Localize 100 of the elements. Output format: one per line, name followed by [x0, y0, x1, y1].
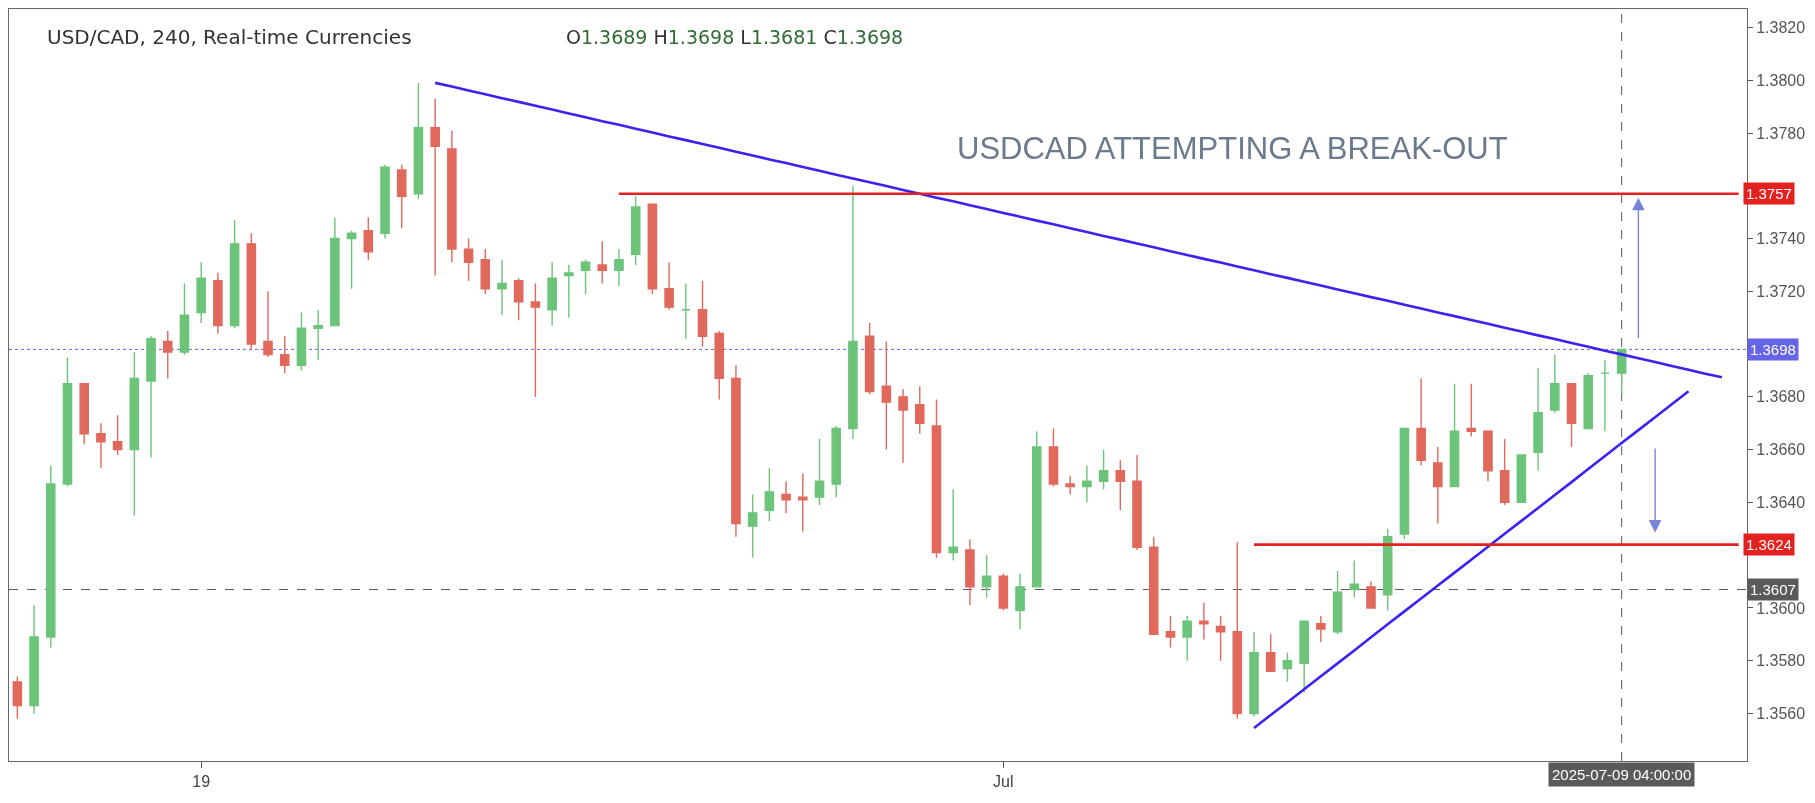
candlestick — [196, 261, 206, 324]
candlestick — [530, 282, 541, 398]
ref-line-label: 1.3607 — [1750, 581, 1796, 598]
y-tick-label: 1.3640 — [1756, 494, 1806, 512]
candlestick — [1265, 633, 1276, 672]
candlestick — [614, 248, 624, 287]
candlestick — [1533, 367, 1543, 472]
candlestick — [1132, 454, 1142, 551]
candlestick — [146, 335, 156, 459]
candlestick — [1516, 454, 1527, 504]
candlestick — [1182, 615, 1192, 662]
candlestick — [1232, 541, 1243, 720]
candlestick — [430, 98, 440, 277]
candlestick — [965, 538, 975, 607]
y-tick-label: 1.3660 — [1756, 441, 1806, 459]
candlestick — [1483, 430, 1493, 483]
candlestick — [998, 572, 1009, 612]
data-label: 1.3757 — [1746, 185, 1792, 202]
candlestick — [29, 604, 39, 715]
candlestick — [447, 129, 457, 264]
candlestick — [1115, 459, 1126, 512]
candlestick — [1082, 464, 1092, 504]
candlestick — [798, 472, 808, 533]
candlestick — [279, 335, 290, 374]
candlestick — [179, 282, 190, 356]
y-tick-label: 1.3560 — [1756, 705, 1806, 723]
candlestick — [1433, 446, 1443, 525]
candlestick — [814, 438, 825, 506]
candlestick — [1416, 377, 1426, 467]
line-series — [1252, 390, 1690, 730]
x-tick-label: Jul — [993, 773, 1014, 791]
x-tick-label: 19 — [192, 773, 211, 791]
y-tick-label: 1.3820 — [1756, 19, 1806, 37]
candlestick — [1098, 448, 1109, 490]
y-tick-label: 1.3600 — [1756, 599, 1806, 617]
candlestick — [112, 414, 123, 456]
candlestick — [1148, 536, 1159, 636]
candlestick — [981, 554, 992, 599]
candlestick — [1316, 615, 1326, 643]
candlestick — [831, 425, 842, 498]
candlestick — [346, 229, 357, 290]
candlestick — [647, 203, 658, 295]
candlestick — [229, 219, 240, 329]
candlestick — [547, 261, 557, 327]
candlestick — [948, 488, 958, 562]
candlestick — [1566, 382, 1577, 448]
data-label: 1.3624 — [1746, 536, 1792, 553]
candlestick — [848, 185, 858, 440]
candlestick — [129, 351, 140, 517]
y-tick-label: 1.3740 — [1756, 230, 1806, 248]
candlestick — [296, 311, 307, 372]
candlestick — [1165, 615, 1176, 649]
candlestick — [1399, 427, 1410, 541]
candlestick — [630, 195, 641, 266]
candlestick — [363, 216, 374, 261]
candlestick — [1600, 359, 1610, 432]
y-tick-label: 1.3800 — [1756, 71, 1806, 89]
candlestick — [764, 467, 775, 522]
candlestick — [1332, 570, 1343, 636]
candlestick — [497, 258, 507, 316]
y-tick-label: 1.3680 — [1756, 388, 1806, 406]
candlestick — [1382, 528, 1393, 612]
candlestick — [1499, 438, 1510, 506]
candlestick — [1583, 372, 1594, 430]
candlestick — [597, 240, 608, 285]
candlestick — [463, 237, 474, 282]
candlestick — [864, 322, 875, 395]
candlestick — [697, 280, 708, 348]
candlestick — [96, 422, 106, 469]
candlestick — [313, 309, 323, 361]
candlestick — [1550, 353, 1560, 414]
annotation: USDCAD ATTEMPTING A BREAK-OUT — [957, 131, 1508, 166]
text: O1.3689 H1.3698 L1.3681 C1.3698 — [566, 26, 904, 48]
candlestick — [1282, 652, 1293, 683]
candlestick — [79, 382, 89, 446]
candlestick — [1215, 615, 1226, 662]
candlestick — [380, 163, 390, 240]
text: USD/CAD, 240, Real-time Currencies — [47, 25, 412, 49]
ref-line-label: 1.3698 — [1750, 341, 1796, 358]
candlestick — [62, 356, 73, 488]
candlestick — [747, 493, 758, 559]
candlestick — [246, 232, 257, 351]
candlestick — [781, 480, 791, 514]
candlestick — [914, 385, 925, 435]
candlestick — [664, 261, 674, 311]
candlestick — [1466, 382, 1477, 438]
candlestick — [1048, 427, 1059, 488]
candlestick — [1031, 430, 1042, 588]
candlestick — [714, 330, 725, 401]
y-tick-label: 1.3780 — [1756, 124, 1806, 142]
candlestick — [12, 675, 23, 720]
candlestick — [1199, 601, 1209, 641]
candlestick — [480, 248, 491, 295]
candlestick — [1249, 631, 1259, 717]
candlestick — [213, 272, 223, 335]
candlestick — [1449, 382, 1460, 488]
candlestick — [1015, 572, 1025, 630]
candlestick — [45, 464, 56, 649]
candlestick — [1366, 580, 1376, 609]
candlestick — [681, 282, 691, 340]
